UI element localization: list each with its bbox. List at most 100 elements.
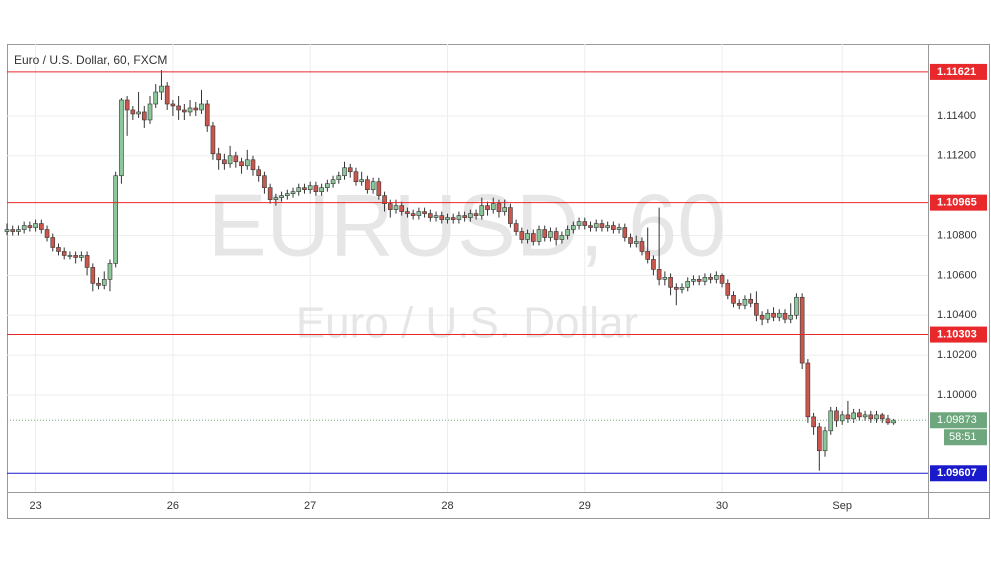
candle-body xyxy=(719,275,725,284)
countdown-box xyxy=(944,429,987,446)
candle-body xyxy=(365,179,370,190)
candle-body xyxy=(525,233,530,240)
candle-body xyxy=(462,215,467,218)
x-tick-label: 28 xyxy=(441,500,453,512)
candle-body xyxy=(73,255,78,258)
candle-body xyxy=(296,187,302,192)
candle-body xyxy=(817,426,822,452)
y-tick-label: 1.11200 xyxy=(937,150,976,162)
candle-body xyxy=(874,414,879,420)
candle-body xyxy=(559,235,565,240)
marks xyxy=(4,70,928,474)
candle-body xyxy=(21,225,27,230)
last-price-box xyxy=(930,412,987,429)
candle-body xyxy=(628,237,633,244)
candle-body xyxy=(513,223,519,232)
candle-body xyxy=(307,185,313,190)
candle-body xyxy=(742,298,748,306)
candle-body xyxy=(891,419,896,424)
candle-body xyxy=(193,107,199,111)
candle-body xyxy=(885,418,891,424)
candle-body xyxy=(822,430,828,452)
candle-body xyxy=(571,225,576,230)
candle-body xyxy=(519,231,525,240)
candle-body xyxy=(725,283,731,296)
candle-body xyxy=(450,217,456,220)
chart-title: Euro / U.S. Dollar, 60, FXCM xyxy=(14,53,167,67)
candle-body xyxy=(39,223,44,230)
candle-body xyxy=(714,275,719,280)
grid xyxy=(7,44,928,492)
candle-body xyxy=(61,251,67,256)
candle-body xyxy=(262,175,267,188)
level-label: 1.11621 xyxy=(937,66,976,78)
candle-body xyxy=(233,155,239,163)
candle-body xyxy=(502,207,507,212)
countdown-label: 58:51 xyxy=(949,431,977,443)
candle-body xyxy=(445,217,450,220)
candle-body xyxy=(393,205,399,210)
candle-body xyxy=(90,267,96,284)
candle-body xyxy=(10,229,16,232)
candle-body xyxy=(862,414,868,418)
candle-body xyxy=(187,107,193,113)
candle-body xyxy=(416,211,422,216)
candle-body xyxy=(256,169,262,177)
candle-body xyxy=(673,287,679,290)
candle-body xyxy=(353,171,359,183)
candle-body xyxy=(439,215,445,220)
candle-body xyxy=(359,179,364,183)
candle-body xyxy=(771,312,776,318)
candle-body xyxy=(479,205,485,216)
candle-body xyxy=(702,277,708,282)
candle-body xyxy=(473,213,479,216)
candle-body xyxy=(530,233,536,242)
candle-body xyxy=(50,237,56,248)
candle-body xyxy=(433,215,439,218)
candle-body xyxy=(633,241,639,244)
candle-body xyxy=(485,205,490,210)
candle-body xyxy=(794,296,799,316)
y-tick-label: 1.11400 xyxy=(937,110,976,122)
candle-body xyxy=(834,410,839,422)
candle-body xyxy=(313,185,319,192)
candle-body xyxy=(611,225,616,230)
candle-body xyxy=(325,183,330,188)
candle-body xyxy=(290,191,296,194)
candle-body xyxy=(4,229,10,232)
candle-body xyxy=(468,213,473,218)
candle-body xyxy=(582,221,588,226)
candle-body xyxy=(96,283,101,286)
candle-body xyxy=(107,263,113,280)
candle-body xyxy=(811,416,816,428)
candle-body xyxy=(119,99,124,177)
x-tick-label: Sep xyxy=(832,500,852,512)
candle-body xyxy=(101,279,107,286)
candle-body xyxy=(605,225,610,228)
level-label-box xyxy=(930,194,987,211)
level-label: 1.09607 xyxy=(937,467,977,479)
candle-body xyxy=(456,215,462,220)
x-tick-label: 30 xyxy=(716,500,728,512)
candle-body xyxy=(857,412,862,418)
candle-body xyxy=(27,225,33,228)
candle-body xyxy=(182,109,187,113)
watermark-subtitle: Euro / U.S. Dollar xyxy=(296,299,638,348)
candle-body xyxy=(828,410,834,432)
candle-body xyxy=(776,312,782,318)
candle-body xyxy=(244,159,250,167)
candle-body xyxy=(130,109,136,115)
candle-body xyxy=(79,255,84,258)
candle-body xyxy=(599,223,605,228)
last-price-label: 1.09873 xyxy=(937,414,977,426)
candle-body xyxy=(382,195,387,204)
candle-body xyxy=(204,103,210,127)
level-label-box xyxy=(930,326,987,343)
candle-body xyxy=(616,227,622,230)
candle-body xyxy=(565,229,570,236)
candle-body xyxy=(679,287,685,290)
level-label-box xyxy=(930,465,987,482)
level-label-box xyxy=(930,63,987,80)
